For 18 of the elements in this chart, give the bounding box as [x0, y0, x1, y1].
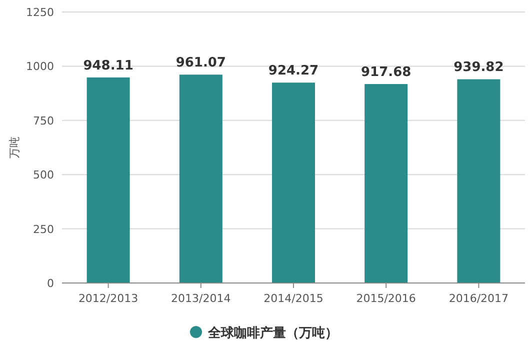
x-tick-label: 2015/2016 — [356, 292, 416, 305]
x-tick-label: 2012/2013 — [78, 292, 138, 305]
x-tick-label: 2016/2017 — [448, 292, 509, 305]
data-label: 917.68 — [361, 65, 412, 80]
data-label: 939.82 — [454, 60, 504, 76]
y-axis-title: 万吨 — [8, 136, 21, 158]
x-tick-label: 2013/2014 — [171, 292, 231, 305]
data-label: 961.07 — [176, 56, 226, 71]
y-tick-label: 500 — [33, 168, 54, 182]
y-tick-label: 1000 — [26, 60, 54, 74]
y-tick-label: 1250 — [26, 6, 54, 19]
data-label: 924.27 — [268, 64, 319, 79]
y-tick-label: 250 — [33, 222, 54, 236]
y-tick-label: 0 — [47, 277, 54, 290]
data-label: 948.11 — [83, 58, 134, 74]
x-tick-label: 2014/2015 — [264, 292, 324, 305]
y-tick-label: 750 — [33, 114, 54, 128]
legend-label: 全球咖啡产量（万吨） — [207, 325, 338, 341]
